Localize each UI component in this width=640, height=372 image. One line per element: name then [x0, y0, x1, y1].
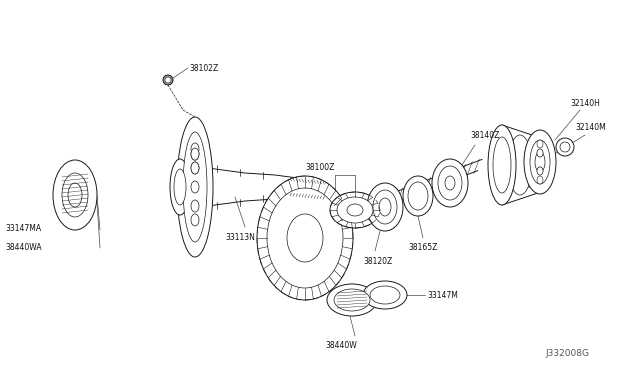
- Ellipse shape: [367, 183, 403, 231]
- Text: 33147M: 33147M: [427, 291, 458, 299]
- Ellipse shape: [62, 173, 88, 217]
- Ellipse shape: [191, 162, 199, 174]
- Ellipse shape: [191, 162, 199, 174]
- Ellipse shape: [287, 214, 323, 262]
- Ellipse shape: [556, 138, 574, 156]
- Ellipse shape: [68, 183, 82, 207]
- Ellipse shape: [524, 130, 556, 194]
- Text: 38440W: 38440W: [325, 341, 356, 350]
- Ellipse shape: [379, 198, 391, 216]
- Ellipse shape: [432, 159, 468, 207]
- Ellipse shape: [183, 132, 207, 242]
- Text: 38100Z: 38100Z: [305, 163, 334, 171]
- Ellipse shape: [177, 117, 213, 257]
- Ellipse shape: [165, 77, 171, 83]
- Text: 38102Z: 38102Z: [189, 64, 218, 73]
- Ellipse shape: [445, 176, 455, 190]
- Ellipse shape: [191, 148, 199, 160]
- Ellipse shape: [191, 181, 199, 193]
- Ellipse shape: [170, 159, 190, 215]
- Ellipse shape: [403, 176, 433, 216]
- Text: 38440WA: 38440WA: [5, 244, 42, 253]
- Ellipse shape: [337, 197, 373, 223]
- Ellipse shape: [191, 200, 199, 212]
- Ellipse shape: [370, 286, 400, 304]
- Ellipse shape: [537, 149, 543, 157]
- Ellipse shape: [438, 166, 462, 200]
- Text: 38165Z: 38165Z: [408, 244, 437, 253]
- Ellipse shape: [537, 167, 543, 175]
- Ellipse shape: [267, 188, 343, 288]
- Ellipse shape: [508, 135, 532, 195]
- Ellipse shape: [488, 125, 516, 205]
- Ellipse shape: [347, 204, 363, 216]
- Text: 38120Z: 38120Z: [363, 257, 392, 266]
- Ellipse shape: [493, 137, 511, 193]
- Ellipse shape: [373, 190, 397, 224]
- Ellipse shape: [363, 281, 407, 309]
- Ellipse shape: [327, 284, 377, 316]
- Ellipse shape: [560, 142, 570, 152]
- Ellipse shape: [408, 182, 428, 210]
- Ellipse shape: [535, 152, 545, 172]
- Text: 33113N: 33113N: [225, 232, 255, 241]
- Ellipse shape: [537, 167, 543, 175]
- Ellipse shape: [191, 143, 199, 155]
- Ellipse shape: [334, 289, 370, 311]
- Ellipse shape: [163, 75, 173, 85]
- Text: J332008G: J332008G: [545, 350, 589, 359]
- Text: 38140Z: 38140Z: [470, 131, 499, 140]
- Ellipse shape: [191, 214, 199, 226]
- Ellipse shape: [53, 160, 97, 230]
- Ellipse shape: [330, 192, 380, 228]
- Ellipse shape: [537, 176, 543, 184]
- Ellipse shape: [530, 140, 550, 184]
- Ellipse shape: [191, 148, 199, 160]
- Text: 32140M: 32140M: [575, 122, 605, 131]
- Ellipse shape: [257, 176, 353, 300]
- Text: 32140H: 32140H: [570, 99, 600, 108]
- Ellipse shape: [537, 140, 543, 148]
- Ellipse shape: [537, 149, 543, 157]
- Text: 33147MA: 33147MA: [5, 224, 41, 232]
- Ellipse shape: [174, 169, 186, 205]
